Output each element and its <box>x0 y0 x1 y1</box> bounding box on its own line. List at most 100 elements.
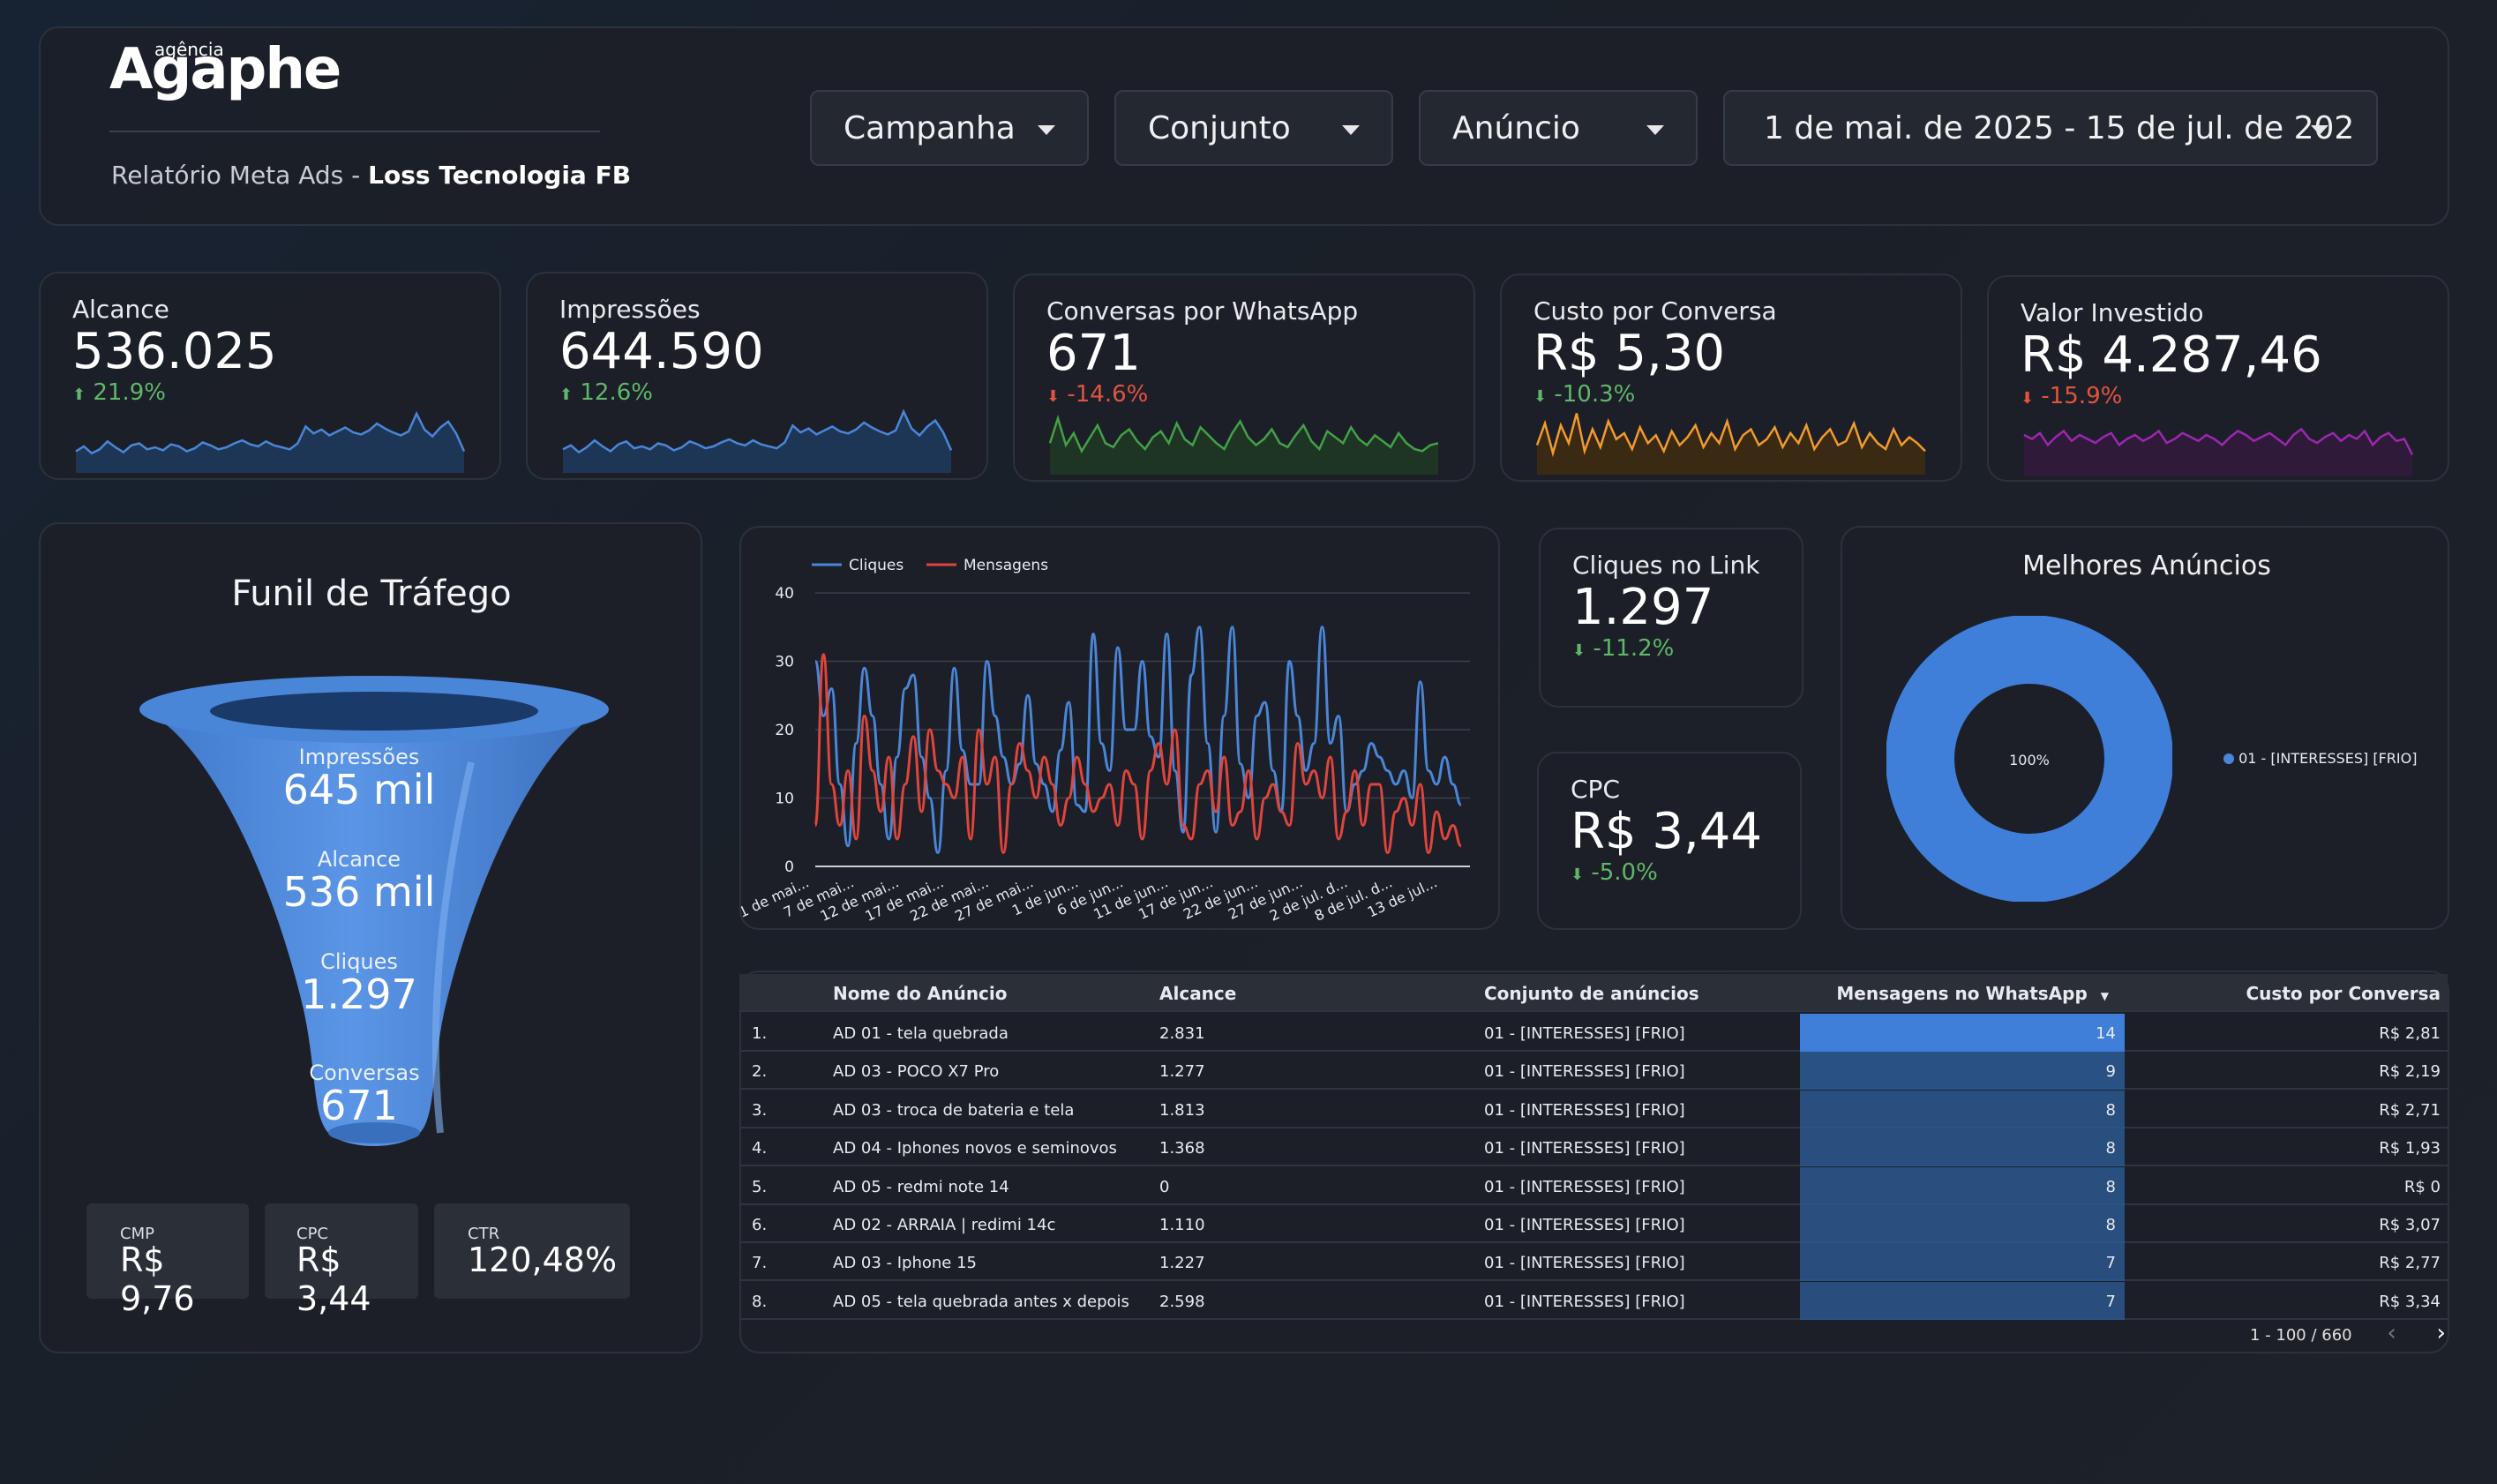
kpi-value: 644.590 <box>559 323 764 380</box>
kpi-sparkline <box>2023 427 2414 476</box>
funnel-stage-value: 671 <box>320 1082 398 1129</box>
kpi-value: 671 <box>1046 325 1141 382</box>
cell-alcance: 2.831 <box>1159 1024 1205 1043</box>
sparkline-line <box>1048 414 1439 453</box>
kpi-card: Conversas por WhatsApp 671 ⬇ -14.6% <box>1013 274 1475 482</box>
table-row[interactable]: 7. AD 03 - Iphone 15 1.227 01 - [INTERES… <box>739 1243 2448 1282</box>
cell-custo: R$ 2,77 <box>2379 1254 2441 1273</box>
col-header-custo[interactable]: Custo por Conversa <box>2246 983 2441 1004</box>
arrow-up-icon: ⬆ <box>72 386 86 404</box>
table-row[interactable]: 6. AD 02 - ARRAIA | redimi 14c 1.110 01 … <box>739 1205 2448 1243</box>
kpi-value: 536.025 <box>72 323 277 380</box>
cell-custo: R$ 0 <box>2403 1177 2441 1196</box>
anuncio-filter[interactable]: Anúncio <box>1419 90 1698 166</box>
sparkline-area <box>76 413 464 473</box>
conjunto-filter[interactable]: Conjunto <box>1114 90 1393 166</box>
campanha-filter[interactable]: Campanha <box>810 90 1089 166</box>
funnel-stage-value: 1.297 <box>301 971 417 1018</box>
legend-label-mensagens: Mensagens <box>964 557 1048 574</box>
col-header-conjunto[interactable]: Conjunto de anúncios <box>1484 983 1699 1004</box>
y-tick-label: 10 <box>775 791 794 808</box>
chevron-down-icon <box>2311 125 2328 135</box>
kpi-delta-value: -14.6% <box>1067 381 1149 408</box>
y-tick-label: 20 <box>775 722 794 739</box>
legend-label: 01 - [INTERESSES] [FRIO] <box>2238 750 2418 767</box>
cell-conjunto: 01 - [INTERESSES] [FRIO] <box>1484 1292 1685 1311</box>
chevron-left-icon[interactable]: ‹ <box>2387 1320 2396 1346</box>
cell-nome: AD 04 - Iphones novos e seminovos <box>833 1139 1117 1158</box>
cell-alcance: 0 <box>1159 1177 1170 1196</box>
mensagens-cell-bg <box>1800 1205 2125 1243</box>
donut-slice <box>1886 616 2172 902</box>
funnel-stage-value: 645 mil <box>282 766 436 813</box>
col-header-alcance[interactable]: Alcance <box>1159 983 1237 1004</box>
line-chart-card: Cliques Mensagens 0 10 20 30 40 1 de mai... 7 de… <box>739 526 1500 930</box>
cell-conjunto: 01 - [INTERESSES] [FRIO] <box>1484 1254 1685 1273</box>
pagination-label: 1 - 100 / 660 <box>2250 1326 2352 1345</box>
cmp-label: CMP <box>120 1225 154 1243</box>
cell-nome: AD 02 - ARRAIA | redimi 14c <box>833 1216 1056 1234</box>
cell-nome: AD 05 - redmi note 14 <box>833 1177 1009 1196</box>
cell-mensagens: 14 <box>2096 1024 2116 1043</box>
cell-nome: AD 01 - tela quebrada <box>833 1024 1009 1043</box>
donut-center-label: 100% <box>2009 752 2050 768</box>
table-row[interactable]: 1. AD 01 - tela quebrada 2.831 01 - [INT… <box>739 1014 2448 1052</box>
y-tick-label: 0 <box>784 858 794 876</box>
cliques-link-delta: ⬇ -11.2% <box>1572 635 1674 662</box>
kpi-label: Conversas por WhatsApp <box>1046 296 1359 326</box>
kpi-value: R$ 4.287,46 <box>2021 326 2322 384</box>
cell-mensagens: 8 <box>2105 1177 2116 1196</box>
col-header-mensagens[interactable]: Mensagens no WhatsApp ▼ <box>1836 983 2109 1004</box>
chevron-down-icon <box>1646 125 1664 135</box>
kpi-delta-value: 21.9% <box>93 379 166 406</box>
cmp-metric: CMP R$ 9,76 <box>86 1203 249 1318</box>
kpi-label: Impressões <box>559 295 701 324</box>
cell-alcance: 2.598 <box>1159 1292 1205 1311</box>
cell-nome: AD 05 - tela quebrada antes x depois <box>833 1292 1129 1311</box>
kpi-delta: ⬇ -10.3% <box>1533 381 1635 408</box>
cell-nome: AD 03 - Iphone 15 <box>833 1254 978 1273</box>
arrow-up-icon: ⬆ <box>559 386 574 404</box>
kpi-delta: ⬆ 12.6% <box>559 379 653 406</box>
y-tick-label: 40 <box>775 585 794 603</box>
table-row[interactable]: 2. AD 03 - POCO X7 Pro 1.277 01 - [INTER… <box>739 1052 2448 1091</box>
chevron-down-icon <box>1038 125 1055 135</box>
row-index: 8. <box>752 1292 768 1311</box>
row-index: 4. <box>752 1139 768 1158</box>
cell-mensagens: 8 <box>2105 1139 2116 1158</box>
y-tick-label: 30 <box>775 654 794 671</box>
ctr-label: CTR <box>468 1225 500 1243</box>
table-row[interactable]: 4. AD 04 - Iphones novos e seminovos 1.3… <box>739 1128 2448 1167</box>
table-row[interactable]: 3. AD 03 - troca de bateria e tela 1.813… <box>739 1090 2448 1128</box>
melhores-anuncios-card: Melhores Anúncios 100% 01 - [INTERESSES]… <box>1841 526 2449 930</box>
arrow-down-icon: ⬇ <box>1046 387 1061 406</box>
mensagens-cell-bg <box>1800 1052 2125 1091</box>
cell-mensagens: 8 <box>2105 1216 2116 1234</box>
table-row[interactable]: 5. AD 05 - redmi note 14 0 01 - [INTERES… <box>739 1166 2448 1205</box>
kpi-sparkline <box>562 408 953 473</box>
row-index: 3. <box>752 1100 768 1120</box>
sparkline-line <box>562 408 953 454</box>
kpi-card: Custo por Conversa R$ 5,30 ⬇ -10.3% <box>1500 274 1962 482</box>
conjunto-filter-label: Conjunto <box>1148 109 1291 146</box>
kpi-card: Valor Investido R$ 4.287,46 ⬇ -15.9% <box>1987 275 2449 482</box>
chevron-right-icon[interactable]: › <box>2436 1320 2446 1346</box>
cell-mensagens: 9 <box>2105 1062 2116 1082</box>
col-header-nome[interactable]: Nome do Anúncio <box>833 983 1008 1004</box>
date-range-picker[interactable]: 1 de mai. de 2025 - 15 de jul. de 202 <box>1723 90 2378 166</box>
kpi-delta-value: -15.9% <box>2041 383 2123 409</box>
kpi-sparkline <box>1048 414 1439 475</box>
cell-conjunto: 01 - [INTERESSES] [FRIO] <box>1484 1100 1685 1120</box>
kpi-sparkline <box>75 410 466 473</box>
mensagens-cell-bg <box>1800 1281 2125 1320</box>
kpi-delta-value: 12.6% <box>580 379 653 406</box>
arrow-down-icon: ⬇ <box>1533 387 1548 406</box>
cliques-link-delta-value: -11.2% <box>1593 635 1675 662</box>
mensagens-cell-bg <box>1800 1243 2125 1282</box>
funnel-card: Funil de Tráfego Impressões 645 mil Alca… <box>39 522 702 1353</box>
kpi-card: Alcance 536.025 ⬆ 21.9% <box>39 272 501 480</box>
table-row[interactable]: 8. AD 05 - tela quebrada antes x depois … <box>739 1281 2448 1320</box>
cpc-card-delta-value: -5.0% <box>1591 859 1658 886</box>
ads-table-card <box>739 971 2449 1353</box>
table-pagination: 1 - 100 / 660 ‹ › <box>2250 1320 2446 1346</box>
